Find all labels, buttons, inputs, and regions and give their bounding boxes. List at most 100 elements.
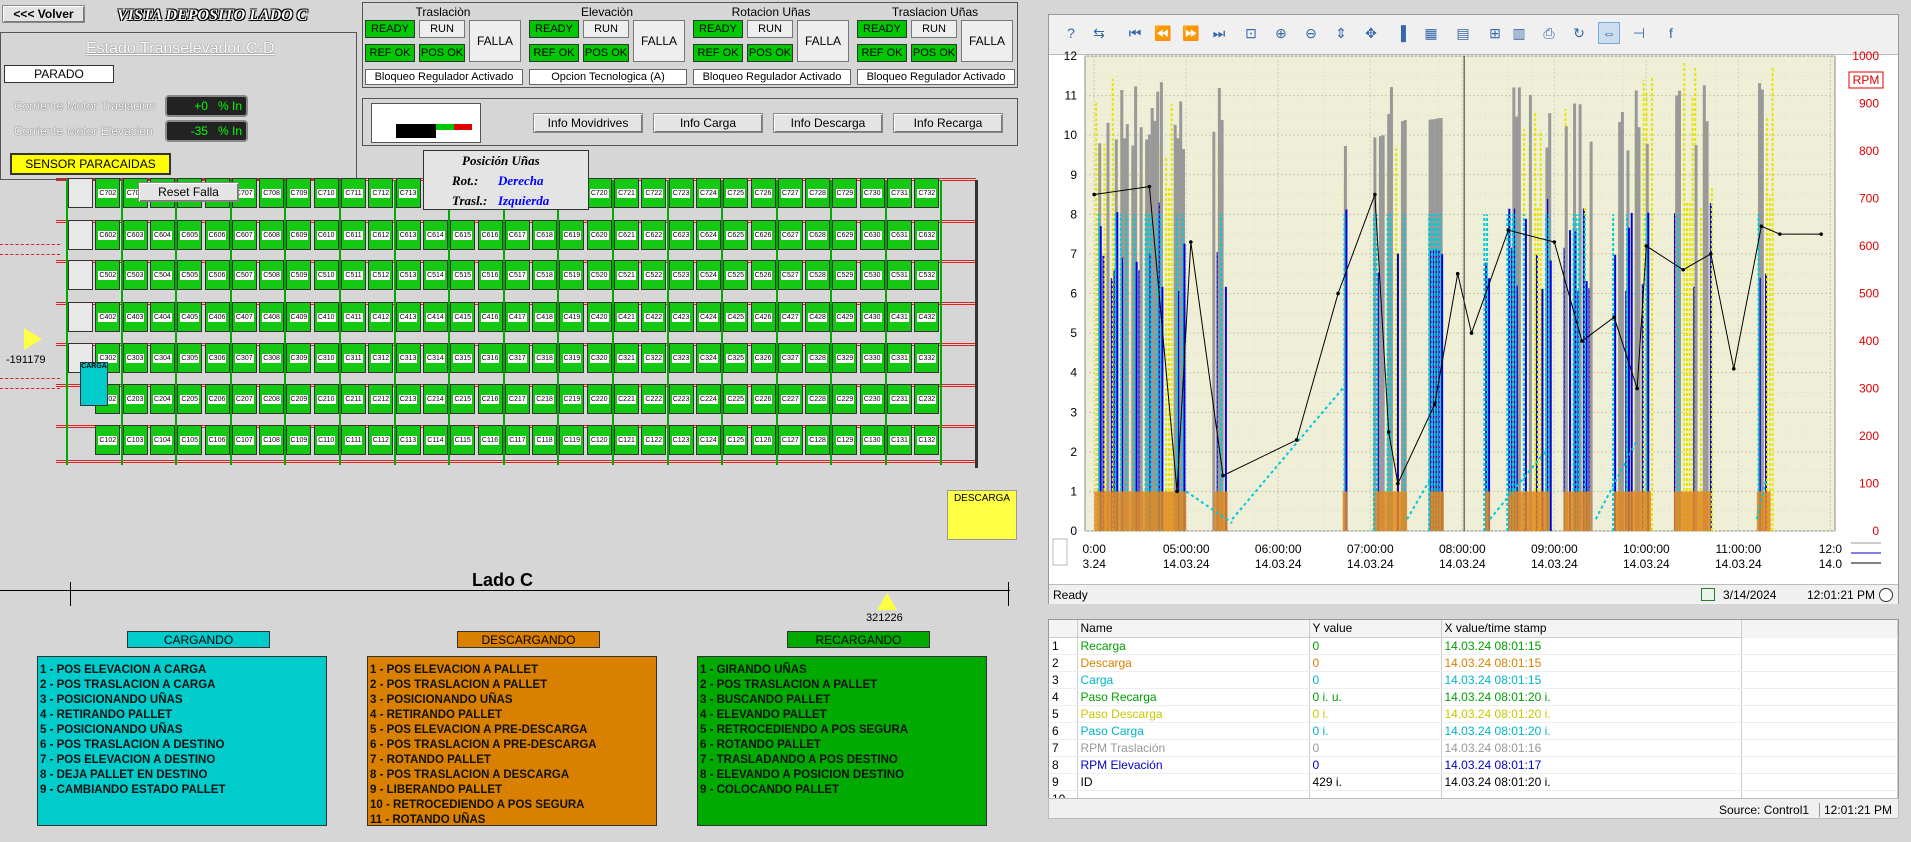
storage-bin[interactable]: C710 [313,178,339,208]
storage-bin[interactable]: C515 [450,260,476,290]
storage-bin[interactable]: C404 [149,302,175,332]
storage-bin[interactable]: C603 [122,220,148,250]
storage-bin[interactable]: C628 [805,220,831,250]
storage-bin[interactable]: C524 [695,260,721,290]
storage-bin[interactable]: C618 [532,220,558,250]
storage-bin[interactable] [68,178,93,208]
storage-bin[interactable]: C128 [805,425,831,455]
table-row[interactable]: 3 Carga 0 14.03.24 08:01:15 [1049,671,1898,689]
storage-bin[interactable]: C428 [805,302,831,332]
storage-bin[interactable]: C731 [887,178,912,208]
storage-bin[interactable]: C604 [149,220,175,250]
storage-bin[interactable]: C112 [368,425,394,455]
storage-bin[interactable]: C129 [832,425,858,455]
zoom-fit-icon[interactable]: ⊡ [1245,24,1257,41]
storage-bin[interactable]: C329 [832,343,858,373]
storage-bin[interactable]: C222 [641,384,667,414]
storage-bin[interactable]: C118 [532,425,558,455]
storage-bin[interactable]: C711 [341,178,366,208]
storage-bin[interactable]: C102 [95,425,121,455]
storage-bin[interactable]: C116 [477,425,503,455]
storage-bin[interactable]: C312 [368,343,394,373]
storage-bin[interactable]: C103 [122,425,148,455]
storage-bin[interactable]: C509 [286,260,312,290]
storage-bin[interactable]: C632 [914,220,940,250]
storage-bin[interactable]: C113 [395,425,421,455]
storage-bin[interactable]: C419 [559,302,585,332]
storage-bin[interactable]: C523 [668,260,694,290]
descarga-station[interactable]: DESCARGA [947,490,1017,540]
storage-bin[interactable]: C431 [887,302,912,332]
table-row[interactable]: 2 Descarga 0 14.03.24 08:01:15 [1049,654,1898,672]
storage-bin[interactable]: C205 [177,384,203,414]
storage-bin[interactable]: C429 [832,302,858,332]
storage-bin[interactable]: C130 [859,425,885,455]
ruler-icon[interactable]: ⇔ [1598,22,1620,44]
storage-bin[interactable]: C115 [450,425,476,455]
storage-bin[interactable]: C631 [887,220,912,250]
storage-bin[interactable]: C124 [695,425,721,455]
info-recarga-button[interactable]: Info Recarga [893,113,1003,133]
storage-bin[interactable]: C125 [723,425,749,455]
storage-bin[interactable]: C507 [231,260,257,290]
storage-bin[interactable]: C210 [313,384,339,414]
table-icon[interactable]: ▤ [1456,24,1470,41]
storage-bin[interactable]: C306 [204,343,230,373]
storage-bin[interactable]: C514 [422,260,448,290]
storage-bin[interactable]: C615 [450,220,476,250]
storage-bin[interactable]: C432 [914,302,940,332]
back-button[interactable]: <<< Volver [2,5,85,23]
timeline-icon[interactable]: ⊣ [1632,24,1646,41]
storage-bin[interactable]: C108 [259,425,285,455]
print-icon[interactable]: ⎙ [1543,24,1555,41]
pan-icon[interactable]: ✥ [1365,24,1377,41]
storage-bin[interactable]: C602 [95,220,121,250]
storage-bin[interactable]: C619 [559,220,585,250]
storage-bin[interactable]: C104 [149,425,175,455]
storage-bin[interactable]: C220 [586,384,612,414]
storage-bin[interactable]: C503 [122,260,148,290]
storage-bin[interactable]: C722 [641,178,667,208]
storage-bin[interactable]: C516 [477,260,503,290]
storage-bin[interactable]: C211 [341,384,366,414]
storage-bin[interactable]: C506 [204,260,230,290]
storage-bin[interactable]: C127 [777,425,803,455]
storage-bin[interactable]: C227 [777,384,803,414]
storage-bin[interactable]: C529 [832,260,858,290]
scale-icon[interactable]: ▐ [1396,25,1406,41]
storage-bin[interactable]: C109 [286,425,312,455]
storage-bin[interactable]: C728 [805,178,831,208]
storage-bin[interactable]: C207 [231,384,257,414]
table-header-cell[interactable]: X value/time stamp [1441,620,1742,638]
storage-bin[interactable]: C310 [313,343,339,373]
table-header-cell[interactable]: Name [1077,620,1310,638]
storage-bin[interactable]: C730 [859,178,885,208]
storage-bin[interactable]: C105 [177,425,203,455]
table-row[interactable]: 6 Paso Carga 0 i. 14.03.24 08:01:20 i. [1049,722,1898,740]
storage-bin[interactable]: C517 [504,260,530,290]
storage-bin[interactable]: C120 [586,425,612,455]
storage-bin[interactable]: C512 [368,260,394,290]
storage-bin[interactable]: C223 [668,384,694,414]
storage-bin[interactable]: C231 [887,384,912,414]
storage-bin[interactable]: C203 [122,384,148,414]
refresh-icon[interactable]: ↻ [1573,24,1585,41]
table-row[interactable]: 8 RPM Elevación 0 14.03.24 08:01:17 [1049,756,1898,774]
storage-bin[interactable]: C622 [641,220,667,250]
storage-bin[interactable]: C525 [723,260,749,290]
storage-bin[interactable]: C232 [914,384,940,414]
series-legend-icon[interactable] [1052,538,1068,566]
storage-bin[interactable]: C225 [723,384,749,414]
storage-bin[interactable]: C131 [887,425,912,455]
storage-bin[interactable]: C311 [341,343,366,373]
storage-bin[interactable]: C406 [204,302,230,332]
storage-bin[interactable] [68,302,93,332]
storage-bin[interactable]: C221 [614,384,639,414]
storage-bin[interactable]: C425 [723,302,749,332]
storage-bin[interactable]: C413 [395,302,421,332]
storage-bin[interactable]: C626 [750,220,776,250]
storage-bin[interactable]: C625 [723,220,749,250]
storage-bin[interactable]: C531 [887,260,912,290]
storage-bin[interactable]: C713 [395,178,421,208]
storage-bin[interactable]: C729 [832,178,858,208]
